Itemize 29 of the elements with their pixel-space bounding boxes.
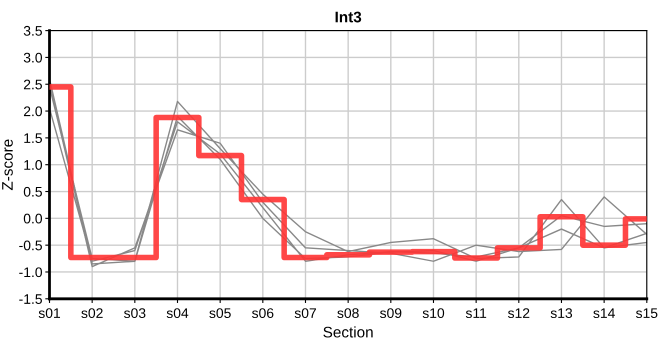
y-tick-label: 3.0 (24, 52, 42, 63)
x-tick-label: s03 (124, 308, 146, 318)
y-tick-label: -1.0 (19, 267, 42, 278)
x-tick-label: s14 (593, 308, 615, 318)
y-tick-label: -0.5 (19, 240, 42, 250)
x-tick-label: s09 (380, 308, 402, 318)
x-tick-label: s06 (252, 308, 274, 318)
y-tick-label: -1.5 (19, 294, 42, 304)
x-tick-label: s08 (337, 308, 359, 318)
y-tick-label: 2.5 (24, 80, 42, 90)
x-tick-label: s04 (166, 308, 188, 318)
y-tick-label: 3.5 (24, 26, 42, 36)
y-tick-label: 0.0 (24, 214, 42, 224)
y-axis-title: Z-score (2, 139, 13, 190)
y-tick-label: 2.0 (24, 106, 42, 116)
x-tick-label: s15 (636, 308, 658, 318)
x-tick-label: s05 (209, 308, 231, 318)
x-tick-label: s10 (422, 308, 444, 318)
x-tick-label: s12 (508, 308, 530, 318)
x-tick-label: s11 (466, 308, 486, 318)
y-tick-label: 1.0 (24, 160, 42, 170)
x-tick-label: s07 (294, 308, 316, 318)
x-tick-label: s02 (81, 308, 103, 318)
y-tick-label: 0.5 (24, 186, 42, 197)
chart-title: Int3 (336, 12, 362, 22)
x-tick-label: s13 (550, 308, 572, 318)
y-tick-label: 1.5 (24, 133, 42, 144)
x-tick-label: s01 (38, 308, 60, 318)
x-axis-title: Section (323, 326, 373, 338)
